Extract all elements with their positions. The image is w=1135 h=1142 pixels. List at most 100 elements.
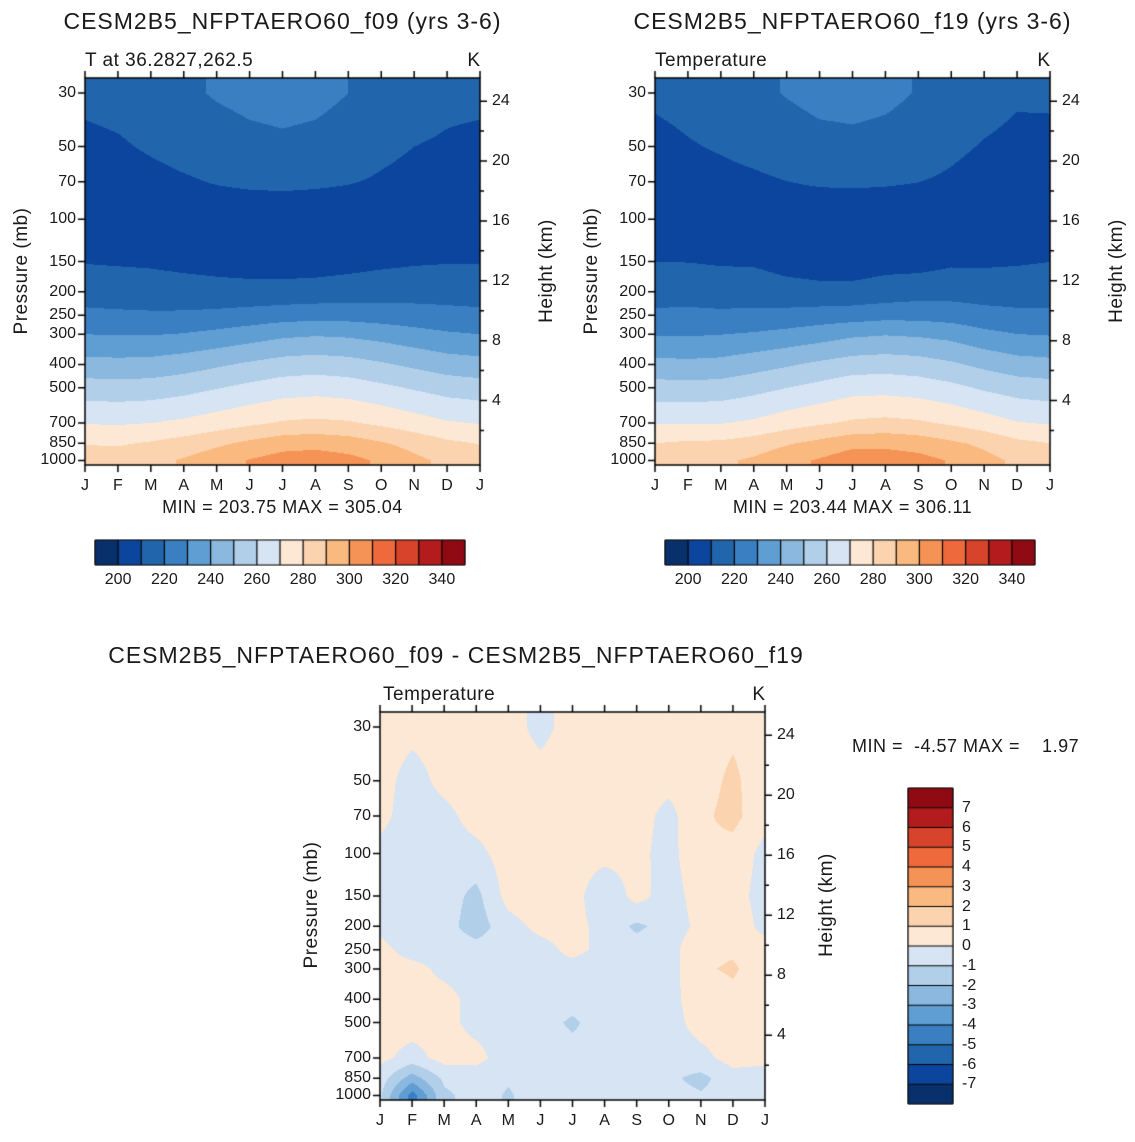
month-tick-label: F [113, 477, 123, 494]
height-axis-label: Height (km) [816, 853, 837, 957]
diff-colorbar-tick-label: 1 [962, 917, 971, 935]
height-tick-label: 16 [1062, 211, 1080, 229]
pressure-tick-label: 200 [619, 282, 646, 300]
diff-colorbar-tick-label: -4 [962, 1016, 977, 1033]
pressure-tick-label: 150 [49, 252, 76, 270]
pressure-tick-label: 250 [49, 306, 76, 324]
pressure-tick-label: 150 [344, 887, 371, 905]
panel-f09-minmax: MIN = 203.75 MAX = 305.04 [162, 497, 403, 517]
height-tick-label: 4 [1062, 391, 1071, 409]
month-tick-label: D [1011, 477, 1023, 494]
panel-f19-subtitle: Temperature [655, 50, 768, 71]
panel-diff-minmax: MIN = -4.57 MAX = 1.97 [852, 736, 1080, 756]
month-tick-label: S [631, 1112, 642, 1129]
pressure-tick-label: 1000 [40, 451, 76, 469]
month-tick-label: J [1046, 477, 1054, 494]
month-tick-label: J [81, 477, 89, 494]
pressure-tick-label: 850 [619, 434, 646, 452]
height-tick-label: 12 [492, 271, 510, 289]
panel-diff-subtitle: Temperature [383, 684, 496, 705]
month-tick-label: M [501, 1112, 515, 1129]
f09-contour-plot [73, 66, 492, 477]
pressure-tick-label: 200 [344, 917, 371, 935]
diff-colorbar-tick-label: -5 [962, 1035, 977, 1053]
panel-f09-units: K [467, 50, 480, 71]
height-tick-label: 16 [777, 846, 795, 864]
pressure-tick-label: 850 [344, 1069, 371, 1087]
month-tick-label: M [144, 477, 158, 494]
pressure-tick-label: 700 [344, 1048, 371, 1066]
colorbar-tick-label: 220 [151, 571, 178, 588]
pressure-tick-label: 50 [628, 137, 646, 155]
colorbar-tick-label: 260 [243, 571, 271, 588]
month-tick-label: J [376, 1112, 384, 1129]
height-tick-label: 8 [492, 331, 501, 349]
month-tick-label: D [727, 1112, 739, 1129]
month-tick-label: A [470, 1112, 482, 1129]
diff-colorbar-tick-label: 5 [962, 838, 971, 856]
panel-f09-title: CESM2B5_NFPTAERO60_f09 (yrs 3-6) [63, 8, 502, 34]
diff-colorbar-tick-label: -1 [962, 956, 977, 974]
month-tick-label: J [536, 1112, 545, 1129]
month-tick-label: N [408, 477, 420, 494]
diff-colorbar-tick-label: 2 [962, 897, 971, 915]
month-tick-label: M [714, 477, 728, 494]
month-tick-label: A [599, 1112, 610, 1129]
month-tick-label: O [375, 477, 388, 494]
pressure-tick-label: 400 [344, 990, 371, 1008]
panel-diff-title: CESM2B5_NFPTAERO60_f09 - CESM2B5_NFPTAER… [108, 642, 804, 668]
month-tick-label: J [568, 1112, 577, 1129]
month-tick-label: J [815, 477, 824, 494]
colorbar-tick-label: 200 [104, 571, 132, 588]
height-tick-label: 20 [777, 786, 795, 804]
pressure-tick-label: 30 [628, 83, 646, 101]
pressure-tick-label: 400 [619, 355, 646, 373]
height-tick-label: 8 [1062, 331, 1071, 349]
pressure-tick-label: 1000 [610, 451, 646, 469]
month-tick-label: J [761, 1112, 769, 1129]
pressure-tick-label: 250 [619, 306, 646, 324]
month-tick-label: F [683, 477, 693, 494]
colorbar-tick-label: 240 [197, 571, 224, 588]
month-tick-label: J [245, 477, 254, 494]
height-axis-label: Height (km) [1106, 219, 1127, 323]
month-tick-label: J [651, 477, 659, 494]
panel-diff-units: K [752, 684, 765, 705]
colorbar-tick-label: 260 [813, 571, 841, 588]
pressure-tick-label: 850 [49, 434, 76, 452]
pressure-tick-label: 400 [49, 355, 76, 373]
month-tick-label: J [476, 477, 484, 494]
month-tick-label: S [342, 477, 354, 494]
pressure-tick-label: 700 [49, 414, 76, 432]
pressure-tick-label: 30 [58, 83, 76, 101]
colorbar-tick-label: 340 [428, 571, 456, 588]
panel-f19-title: CESM2B5_NFPTAERO60_f19 (yrs 3-6) [633, 8, 1072, 34]
pressure-tick-label: 200 [49, 282, 76, 300]
colorbar-tick-label: 340 [998, 571, 1026, 588]
diff-colorbar-tick-label: -6 [962, 1055, 977, 1073]
pressure-tick-label: 500 [619, 378, 646, 396]
month-tick-label: A [178, 477, 190, 494]
month-tick-label: M [779, 477, 794, 494]
colorbar-tick-label: 300 [336, 571, 363, 588]
height-tick-label: 4 [777, 1026, 786, 1044]
pressure-tick-label: 300 [619, 325, 646, 343]
month-tick-label: J [278, 477, 287, 494]
panel-f19-minmax: MIN = 203.44 MAX = 306.11 [732, 497, 973, 517]
height-tick-label: 12 [777, 906, 795, 924]
diff-colorbar-tick-label: -7 [962, 1075, 977, 1093]
month-tick-label: M [437, 1112, 451, 1129]
pressure-tick-label: 70 [58, 172, 76, 190]
pressure-tick-label: 100 [49, 210, 76, 228]
colorbar-tick-label: 320 [952, 571, 979, 588]
month-tick-label: D [441, 477, 453, 494]
pressure-tick-label: 30 [353, 718, 371, 736]
pressure-tick-label: 100 [344, 844, 371, 862]
f19-contour-plot [643, 66, 1062, 477]
height-tick-label: 12 [1062, 271, 1080, 289]
height-tick-label: 24 [492, 92, 510, 110]
pressure-tick-label: 500 [344, 1013, 371, 1031]
height-tick-label: 20 [492, 152, 510, 170]
pressure-tick-label: 150 [619, 252, 646, 270]
